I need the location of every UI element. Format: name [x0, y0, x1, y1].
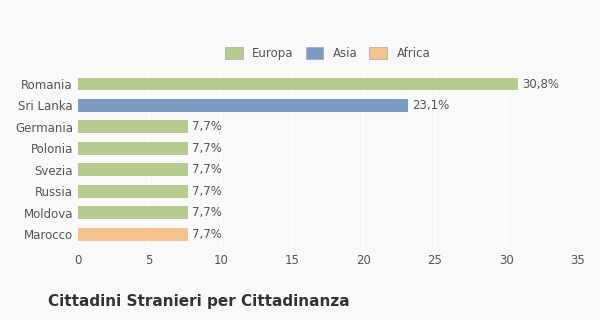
- Text: Cittadini Stranieri per Cittadinanza: Cittadini Stranieri per Cittadinanza: [48, 294, 350, 309]
- Text: 30,8%: 30,8%: [522, 77, 559, 91]
- Bar: [78, 185, 188, 198]
- Bar: [78, 164, 188, 176]
- Bar: [78, 121, 188, 133]
- Bar: [78, 99, 408, 112]
- Bar: [78, 206, 188, 219]
- Text: 7,7%: 7,7%: [192, 142, 222, 155]
- Legend: Europa, Asia, Africa: Europa, Asia, Africa: [221, 43, 434, 63]
- Bar: [78, 228, 188, 241]
- Bar: [78, 142, 188, 155]
- Text: 7,7%: 7,7%: [192, 185, 222, 198]
- Text: 7,7%: 7,7%: [192, 163, 222, 176]
- Text: 7,7%: 7,7%: [192, 228, 222, 241]
- Text: 23,1%: 23,1%: [412, 99, 449, 112]
- Text: 7,7%: 7,7%: [192, 120, 222, 133]
- Bar: [78, 77, 518, 91]
- Text: 7,7%: 7,7%: [192, 206, 222, 219]
